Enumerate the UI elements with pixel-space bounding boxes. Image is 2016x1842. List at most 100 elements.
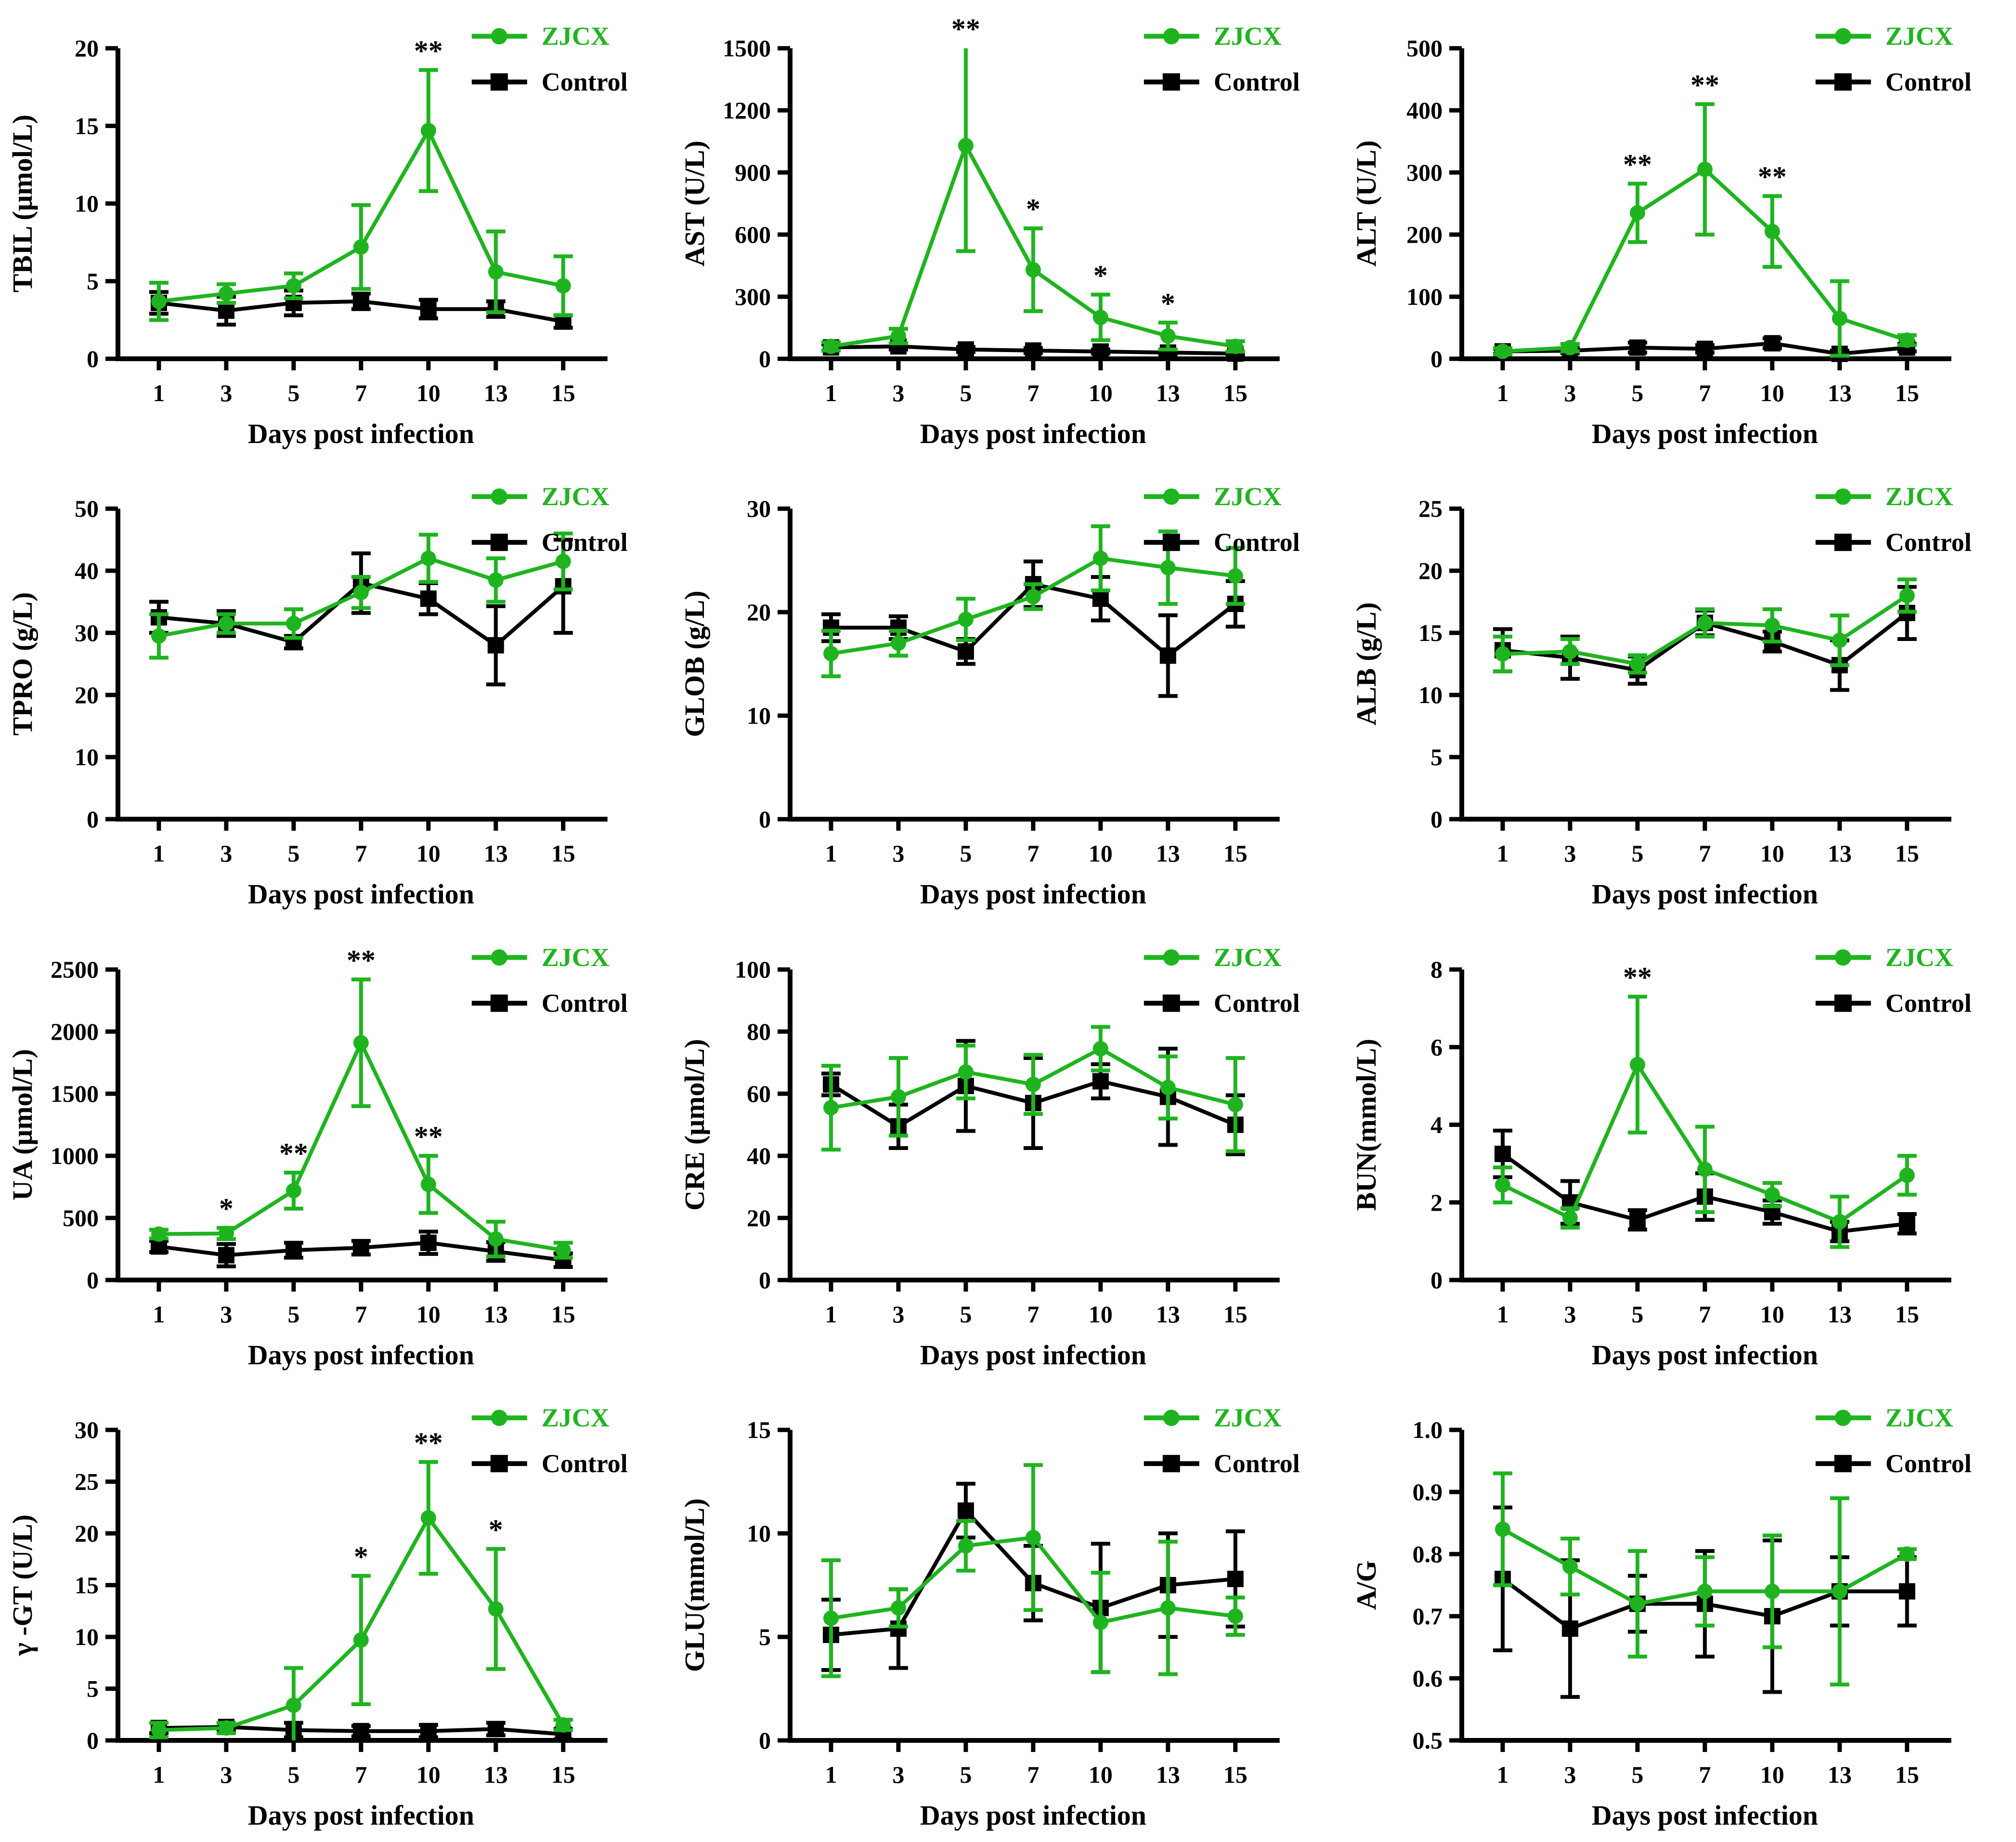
data-point-circle — [420, 123, 436, 139]
x-tick-label: 1 — [1497, 1761, 1509, 1788]
x-tick-label: 1 — [825, 840, 837, 867]
data-point-square — [1629, 1211, 1646, 1228]
data-point-square — [420, 1234, 437, 1251]
y-tick-label: 400 — [1406, 97, 1443, 124]
x-tick-label: 15 — [1223, 1301, 1247, 1328]
tbil-series-zjcx — [149, 68, 573, 322]
x-tick-label: 10 — [416, 1301, 441, 1328]
y-tick-label: 0 — [87, 1267, 99, 1293]
data-point-circle — [958, 1538, 974, 1554]
x-axis-title: Days post infection — [1592, 878, 1818, 910]
data-point-square — [1697, 340, 1714, 357]
x-tick-label: 7 — [1699, 840, 1711, 867]
y-tick-label: 0.6 — [1413, 1665, 1443, 1692]
data-point-circle — [286, 1182, 301, 1198]
x-tick-label: 3 — [220, 840, 232, 867]
y-tick-label: 5 — [1431, 744, 1443, 771]
significance-marker: * — [1093, 260, 1107, 291]
y-tick-label: 50 — [75, 495, 99, 522]
data-point-circle — [1765, 223, 1781, 239]
data-point-square — [487, 637, 504, 654]
data-point-circle — [823, 1610, 839, 1626]
y-tick-label: 0 — [759, 345, 771, 372]
y-tick-label: 0 — [1431, 806, 1443, 833]
legend-label-control: Control — [1213, 1449, 1300, 1478]
data-point-circle — [1160, 328, 1176, 344]
annotations-ast: ***** — [951, 13, 1175, 319]
y-tick-label: 2500 — [51, 956, 99, 983]
chart-alb: 0 5 10 15 20 25 1 3 5 7 10 13 15 Days post infection A… — [1344, 460, 2016, 921]
significance-marker: ** — [951, 13, 980, 45]
data-point-square — [285, 1241, 302, 1258]
x-tick-label: 15 — [1895, 1301, 1919, 1328]
data-point-circle — [1025, 1076, 1041, 1092]
y-tick-label: 5 — [87, 1675, 99, 1702]
y-tick-label: 60 — [747, 1080, 771, 1107]
data-point-circle — [823, 646, 839, 662]
y-axis-title: UA (μmol/L) — [7, 1049, 38, 1201]
data-point-circle — [1630, 1596, 1646, 1612]
significance-marker: * — [489, 1514, 503, 1545]
data-point-circle — [1832, 311, 1848, 327]
data-point-square — [487, 1721, 504, 1737]
axes-ag: 0.50.60.70.80.91.01 3 5 7 10 13 15 — [1413, 1416, 1952, 1788]
chart-ua: 0 500 1000 1500 2000 2500 1 3 5 7 10 13 15 Days post … — [0, 921, 672, 1382]
legend-circle-icon — [1163, 949, 1180, 966]
x-tick-label: 3 — [892, 1301, 904, 1328]
y-tick-label: 30 — [747, 495, 771, 522]
y-tick-label: 10 — [747, 702, 771, 729]
legend-circle-icon — [1835, 949, 1852, 966]
data-point-circle — [218, 1720, 234, 1736]
chart-ggt: 0 5 10 15 20 25 30 1 3 5 7 10 13 15 Days post infectio… — [0, 1382, 672, 1842]
data-point-circle — [555, 554, 571, 570]
x-tick-label: 7 — [355, 379, 367, 406]
chart-tbil: 0 5 10 15 20 1 3 5 7 10 13 15 Days post infection TBI… — [0, 0, 672, 460]
data-point-circle — [1832, 632, 1848, 648]
y-tick-label: 0 — [87, 345, 99, 372]
x-tick-label: 1 — [825, 1301, 837, 1328]
data-point-circle — [958, 1064, 974, 1080]
x-tick-label: 10 — [1760, 840, 1784, 867]
data-point-circle — [1495, 1521, 1511, 1537]
x-tick-label: 5 — [1632, 379, 1644, 406]
legend-label-zjcx: ZJCX — [1886, 943, 1953, 972]
chart-bun: 0 2 4 6 8 1 3 5 7 10 13 15 Days post infection BUN(mm… — [1344, 921, 2016, 1382]
x-tick-label: 13 — [1156, 840, 1180, 867]
x-tick-label: 15 — [551, 379, 575, 406]
x-tick-label: 13 — [484, 1761, 508, 1788]
y-tick-label: 80 — [747, 1018, 771, 1045]
data-point-square — [352, 1723, 369, 1739]
data-point-circle — [1697, 161, 1713, 177]
data-point-circle — [353, 585, 369, 601]
chart-ast: 0 300 600 900 1200 1500 1 3 5 7 10 13 15 Days post in… — [672, 0, 1344, 460]
y-tick-label: 0 — [1431, 1267, 1443, 1293]
y-axis-title: TPRO (g/L) — [7, 592, 38, 736]
significance-marker: * — [1160, 287, 1175, 319]
glob-series-control — [821, 560, 1245, 698]
data-point-circle — [1227, 1097, 1243, 1112]
data-point-circle — [1093, 1041, 1108, 1057]
data-point-circle — [1227, 568, 1243, 584]
data-point-square — [1092, 1072, 1109, 1089]
data-point-circle — [1562, 1558, 1578, 1574]
legend-label-zjcx: ZJCX — [1213, 22, 1281, 51]
x-tick-label: 7 — [355, 1761, 367, 1788]
data-point-circle — [555, 1242, 571, 1258]
legend-circle-icon — [1835, 488, 1852, 505]
y-tick-label: 2000 — [51, 1018, 99, 1045]
y-tick-label: 20 — [1418, 557, 1443, 584]
legend-circle-icon — [1163, 1409, 1180, 1426]
x-axis-title: Days post infection — [1592, 418, 1818, 449]
data-point-circle — [958, 612, 974, 627]
x-tick-label: 1 — [153, 840, 165, 867]
legend-label-control: Control — [1886, 1449, 1972, 1478]
x-tick-label: 7 — [1699, 379, 1711, 406]
data-point-square — [352, 293, 369, 310]
x-tick-label: 10 — [1088, 1761, 1112, 1788]
legend-circle-icon — [1835, 28, 1852, 45]
data-point-circle — [151, 1722, 167, 1738]
x-tick-label: 5 — [960, 379, 972, 406]
